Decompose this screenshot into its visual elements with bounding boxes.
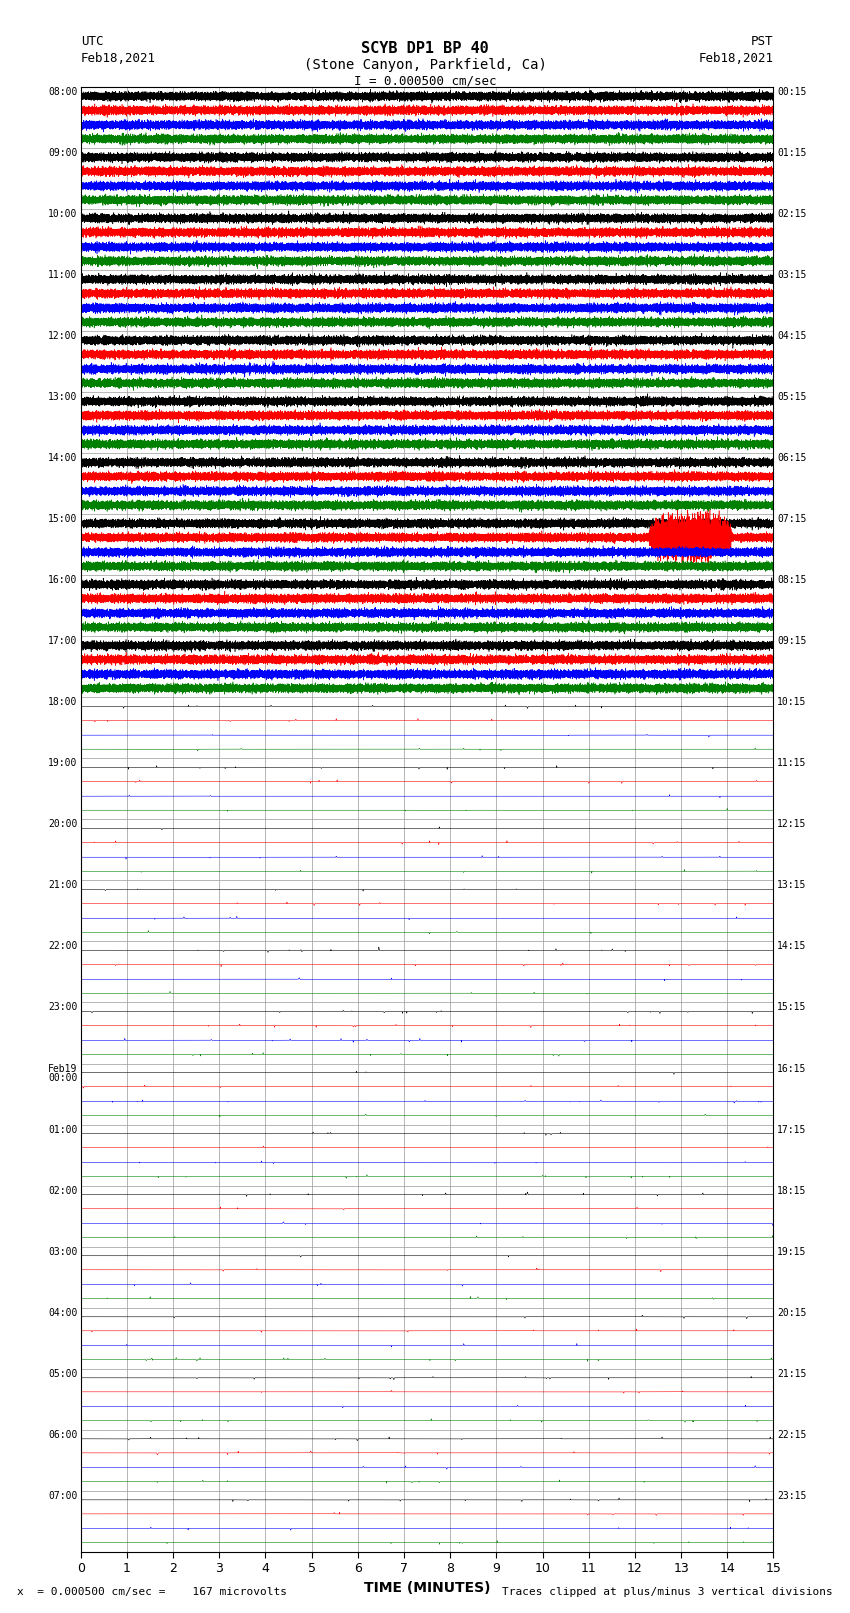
Text: I = 0.000500 cm/sec: I = 0.000500 cm/sec xyxy=(354,74,496,87)
Text: 22:15: 22:15 xyxy=(777,1429,807,1440)
Text: 13:15: 13:15 xyxy=(777,881,807,890)
Text: 18:00: 18:00 xyxy=(48,697,77,708)
Text: 14:15: 14:15 xyxy=(777,942,807,952)
Text: SCYB DP1 BP 40: SCYB DP1 BP 40 xyxy=(361,40,489,56)
Text: 10:00: 10:00 xyxy=(48,210,77,219)
Text: 11:00: 11:00 xyxy=(48,269,77,281)
Text: 12:15: 12:15 xyxy=(777,819,807,829)
Text: Feb18,2021: Feb18,2021 xyxy=(699,52,774,65)
Text: 19:15: 19:15 xyxy=(777,1247,807,1257)
Text: 05:00: 05:00 xyxy=(48,1368,77,1379)
Text: 04:00: 04:00 xyxy=(48,1308,77,1318)
Text: 00:15: 00:15 xyxy=(777,87,807,97)
Text: 20:00: 20:00 xyxy=(48,819,77,829)
Text: 02:00: 02:00 xyxy=(48,1186,77,1195)
Text: 07:15: 07:15 xyxy=(777,515,807,524)
Text: 10:15: 10:15 xyxy=(777,697,807,708)
Text: Traces clipped at plus/minus 3 vertical divisions: Traces clipped at plus/minus 3 vertical … xyxy=(502,1587,833,1597)
Text: 02:15: 02:15 xyxy=(777,210,807,219)
Text: 17:15: 17:15 xyxy=(777,1124,807,1134)
Text: 14:00: 14:00 xyxy=(48,453,77,463)
Text: 21:15: 21:15 xyxy=(777,1368,807,1379)
Text: 03:00: 03:00 xyxy=(48,1247,77,1257)
Text: 09:00: 09:00 xyxy=(48,148,77,158)
Text: 05:15: 05:15 xyxy=(777,392,807,402)
Text: 22:00: 22:00 xyxy=(48,942,77,952)
Text: 01:00: 01:00 xyxy=(48,1124,77,1134)
Text: 16:00: 16:00 xyxy=(48,576,77,586)
Text: x  = 0.000500 cm/sec =    167 microvolts: x = 0.000500 cm/sec = 167 microvolts xyxy=(17,1587,287,1597)
Text: 06:00: 06:00 xyxy=(48,1429,77,1440)
Text: 21:00: 21:00 xyxy=(48,881,77,890)
Text: 13:00: 13:00 xyxy=(48,392,77,402)
Text: 07:00: 07:00 xyxy=(48,1490,77,1500)
Text: 15:00: 15:00 xyxy=(48,515,77,524)
Text: 08:00: 08:00 xyxy=(48,87,77,97)
Text: 03:15: 03:15 xyxy=(777,269,807,281)
Text: 23:15: 23:15 xyxy=(777,1490,807,1500)
Text: 20:15: 20:15 xyxy=(777,1308,807,1318)
Text: 01:15: 01:15 xyxy=(777,148,807,158)
Text: 18:15: 18:15 xyxy=(777,1186,807,1195)
Text: 19:00: 19:00 xyxy=(48,758,77,768)
Text: UTC: UTC xyxy=(81,35,103,48)
Text: Feb19
00:00: Feb19 00:00 xyxy=(48,1063,77,1082)
Text: 11:15: 11:15 xyxy=(777,758,807,768)
Text: 17:00: 17:00 xyxy=(48,636,77,647)
Text: 12:00: 12:00 xyxy=(48,331,77,342)
Text: 09:15: 09:15 xyxy=(777,636,807,647)
Text: 15:15: 15:15 xyxy=(777,1003,807,1013)
Text: PST: PST xyxy=(751,35,774,48)
Text: 06:15: 06:15 xyxy=(777,453,807,463)
Text: 04:15: 04:15 xyxy=(777,331,807,342)
Text: Feb18,2021: Feb18,2021 xyxy=(81,52,156,65)
Text: 23:00: 23:00 xyxy=(48,1003,77,1013)
Text: (Stone Canyon, Parkfield, Ca): (Stone Canyon, Parkfield, Ca) xyxy=(303,58,547,71)
X-axis label: TIME (MINUTES): TIME (MINUTES) xyxy=(364,1581,490,1595)
Text: 16:15: 16:15 xyxy=(777,1063,807,1074)
Text: 08:15: 08:15 xyxy=(777,576,807,586)
